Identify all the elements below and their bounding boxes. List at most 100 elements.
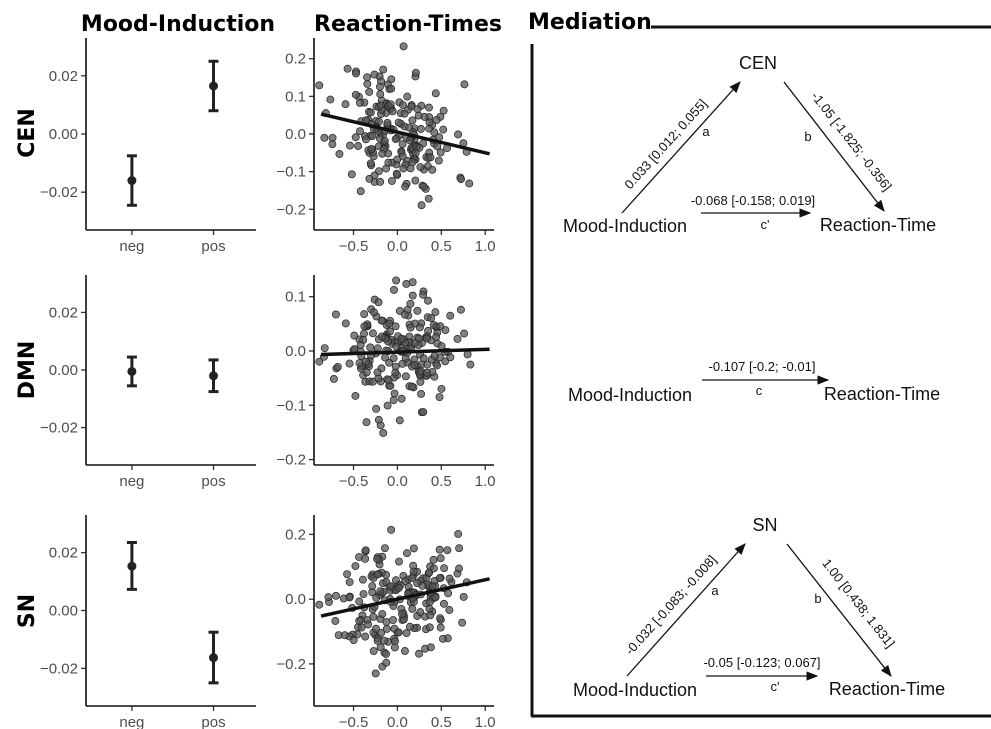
x-tick-label: pos xyxy=(201,238,225,255)
scatter-point xyxy=(345,578,354,587)
regression-line xyxy=(320,577,490,618)
scatter-point xyxy=(424,194,433,203)
scatter-point xyxy=(366,159,375,168)
scatter-point xyxy=(367,145,376,153)
scatter-point xyxy=(370,70,379,79)
y-tick-label: 0.02 xyxy=(49,545,78,562)
column-title-mediation: Mediation xyxy=(528,10,652,35)
scatter-point xyxy=(376,101,385,110)
scatter-point xyxy=(427,314,436,323)
scatter-point xyxy=(406,299,415,308)
scatter-point xyxy=(360,310,369,319)
scatter-point xyxy=(460,80,469,89)
scatter-point xyxy=(333,362,342,371)
arrow-sn-a xyxy=(626,543,746,677)
scatter-point xyxy=(382,658,391,667)
scatter-point xyxy=(394,118,403,127)
scatter-point xyxy=(435,574,444,583)
scatter-point xyxy=(428,165,437,174)
scatter-point xyxy=(355,616,364,625)
scatter-point xyxy=(459,592,468,601)
scatter-point xyxy=(435,393,444,401)
scatter-point xyxy=(455,544,464,553)
node-cen-mediator: CEN xyxy=(739,53,777,73)
scatter-point xyxy=(351,90,360,99)
label-sn-c: c' xyxy=(771,679,780,694)
node-sn-mood-induction: Mood-Induction xyxy=(573,680,697,700)
scatter-point xyxy=(409,561,418,570)
x-tick-label: neg xyxy=(119,473,144,490)
scatter-point xyxy=(411,68,420,77)
x-tick-label: 0.5 xyxy=(431,714,452,729)
scatter-point xyxy=(416,378,425,386)
scatter-point xyxy=(383,401,392,410)
label-sn-a-coef: -0.032 [-0.083; -0.008] xyxy=(622,552,719,658)
scatter-point xyxy=(425,597,434,606)
scatter-point xyxy=(411,176,420,185)
scatter-point xyxy=(390,643,399,652)
scatter-point xyxy=(406,323,415,332)
mean-point xyxy=(127,176,137,186)
scatter-point xyxy=(394,583,403,592)
scatter-point xyxy=(399,164,408,173)
regression-line xyxy=(320,347,490,357)
scatter-point xyxy=(426,153,435,162)
scatter-point xyxy=(414,334,423,343)
scatter-point xyxy=(419,290,428,299)
scatter-point xyxy=(370,308,378,317)
scatter-point xyxy=(441,357,450,366)
scatter-point xyxy=(369,647,378,656)
scatter-point xyxy=(394,628,403,637)
scatter-point xyxy=(432,116,441,124)
scatter-point xyxy=(351,562,360,570)
mean-point xyxy=(127,366,137,376)
scatter-point xyxy=(417,201,426,210)
x-tick-label: −0.5 xyxy=(339,473,369,490)
label-cen-a: a xyxy=(702,124,710,139)
scatter-point xyxy=(390,389,399,398)
scatter-point xyxy=(379,429,388,437)
y-tick-label: −0.02 xyxy=(40,420,78,437)
label-sn-a: a xyxy=(711,583,719,598)
scatter-point xyxy=(429,564,438,573)
scatter-point xyxy=(408,604,417,613)
label-sn-b-coef: 1.00 [0.438; 1.831] xyxy=(819,556,898,651)
mean-point xyxy=(209,653,218,663)
scatter-point xyxy=(392,576,400,585)
scatter-point xyxy=(356,127,364,136)
mean-point xyxy=(127,561,137,571)
scatter-point xyxy=(431,89,440,98)
scatter-point xyxy=(377,332,386,341)
scatter-point xyxy=(384,158,393,167)
y-tick-label: 0.02 xyxy=(49,68,78,85)
arrow-cen-a xyxy=(621,81,741,214)
scatter-point xyxy=(355,597,364,606)
scatter-point xyxy=(410,339,419,348)
y-tick-label: 0.1 xyxy=(285,88,306,105)
scatter-point xyxy=(425,604,434,613)
scatter-point xyxy=(426,611,435,620)
scatter-point xyxy=(453,335,462,343)
scatter-point xyxy=(392,169,401,178)
scatter-point xyxy=(366,108,375,117)
scatter-point xyxy=(431,593,440,602)
scatter-point xyxy=(425,103,433,112)
scatter-point xyxy=(389,354,398,363)
scatter-point xyxy=(430,128,439,137)
scatter-point xyxy=(389,396,398,405)
y-tick-label: −0.1 xyxy=(276,397,306,414)
scatter-point xyxy=(422,334,431,343)
scatter-point xyxy=(466,360,475,369)
row-label-cen: CEN xyxy=(15,108,40,158)
scatter-point xyxy=(428,582,437,591)
x-tick-label: 1.0 xyxy=(475,473,496,490)
scatter-point xyxy=(463,350,472,359)
arrow-sn-b xyxy=(786,543,892,677)
scatter-point xyxy=(432,332,441,341)
column-title-mood-induction: Mood-Induction xyxy=(81,12,275,37)
scatter-point xyxy=(376,421,385,430)
scatter-point xyxy=(405,136,414,145)
scatter-point xyxy=(460,329,469,338)
scatter-point xyxy=(413,105,422,114)
scatter-point xyxy=(418,581,427,590)
